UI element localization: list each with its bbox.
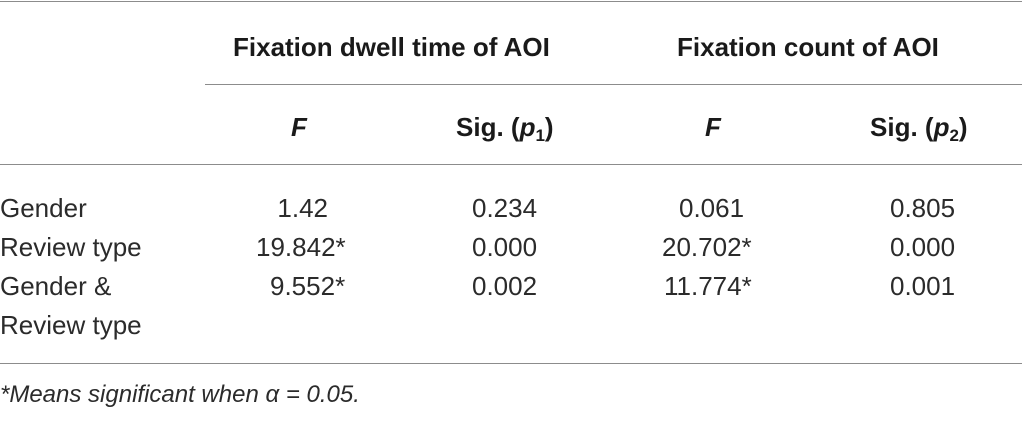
- cell-sig-p1: 0.000: [472, 232, 538, 262]
- group-header-dwell-time: Fixation dwell time of AOI: [233, 32, 550, 62]
- group-header-fixation-count: Fixation count of AOI: [677, 32, 939, 62]
- cell-sig-p2: 0.805: [890, 193, 956, 223]
- row-label: Gender &: [0, 271, 112, 301]
- cell-sig-p2: 0.001: [890, 271, 956, 301]
- cell-f-dwell: 9.552*: [270, 271, 346, 301]
- cell-f-dwell: 1.42: [277, 193, 328, 223]
- row-label-continued: Review type: [0, 310, 142, 340]
- row-label: Gender: [0, 193, 87, 223]
- column-header-f-dwell: F: [291, 112, 307, 142]
- cell-sig-p1: 0.002: [472, 271, 538, 301]
- column-header-sig-p2: Sig. (p2): [870, 112, 968, 145]
- column-header-f-count: F: [705, 112, 721, 142]
- cell-f-count: 20.702*: [662, 232, 752, 262]
- group-header-rule: [205, 84, 1022, 85]
- cell-f-count: 11.774*: [664, 271, 752, 301]
- cell-f-count: 0.061: [679, 193, 745, 223]
- column-header-sig-p1: Sig. (p1): [456, 112, 554, 145]
- table-top-rule: [0, 1, 1022, 2]
- table-footnote: *Means significant when α = 0.05.: [0, 381, 360, 408]
- row-label: Review type: [0, 232, 142, 262]
- table-bottom-rule: [0, 363, 1022, 364]
- cell-sig-p1: 0.234: [472, 193, 538, 223]
- cell-f-dwell: 19.842*: [256, 232, 346, 262]
- column-header-rule: [0, 164, 1022, 165]
- cell-sig-p2: 0.000: [890, 232, 956, 262]
